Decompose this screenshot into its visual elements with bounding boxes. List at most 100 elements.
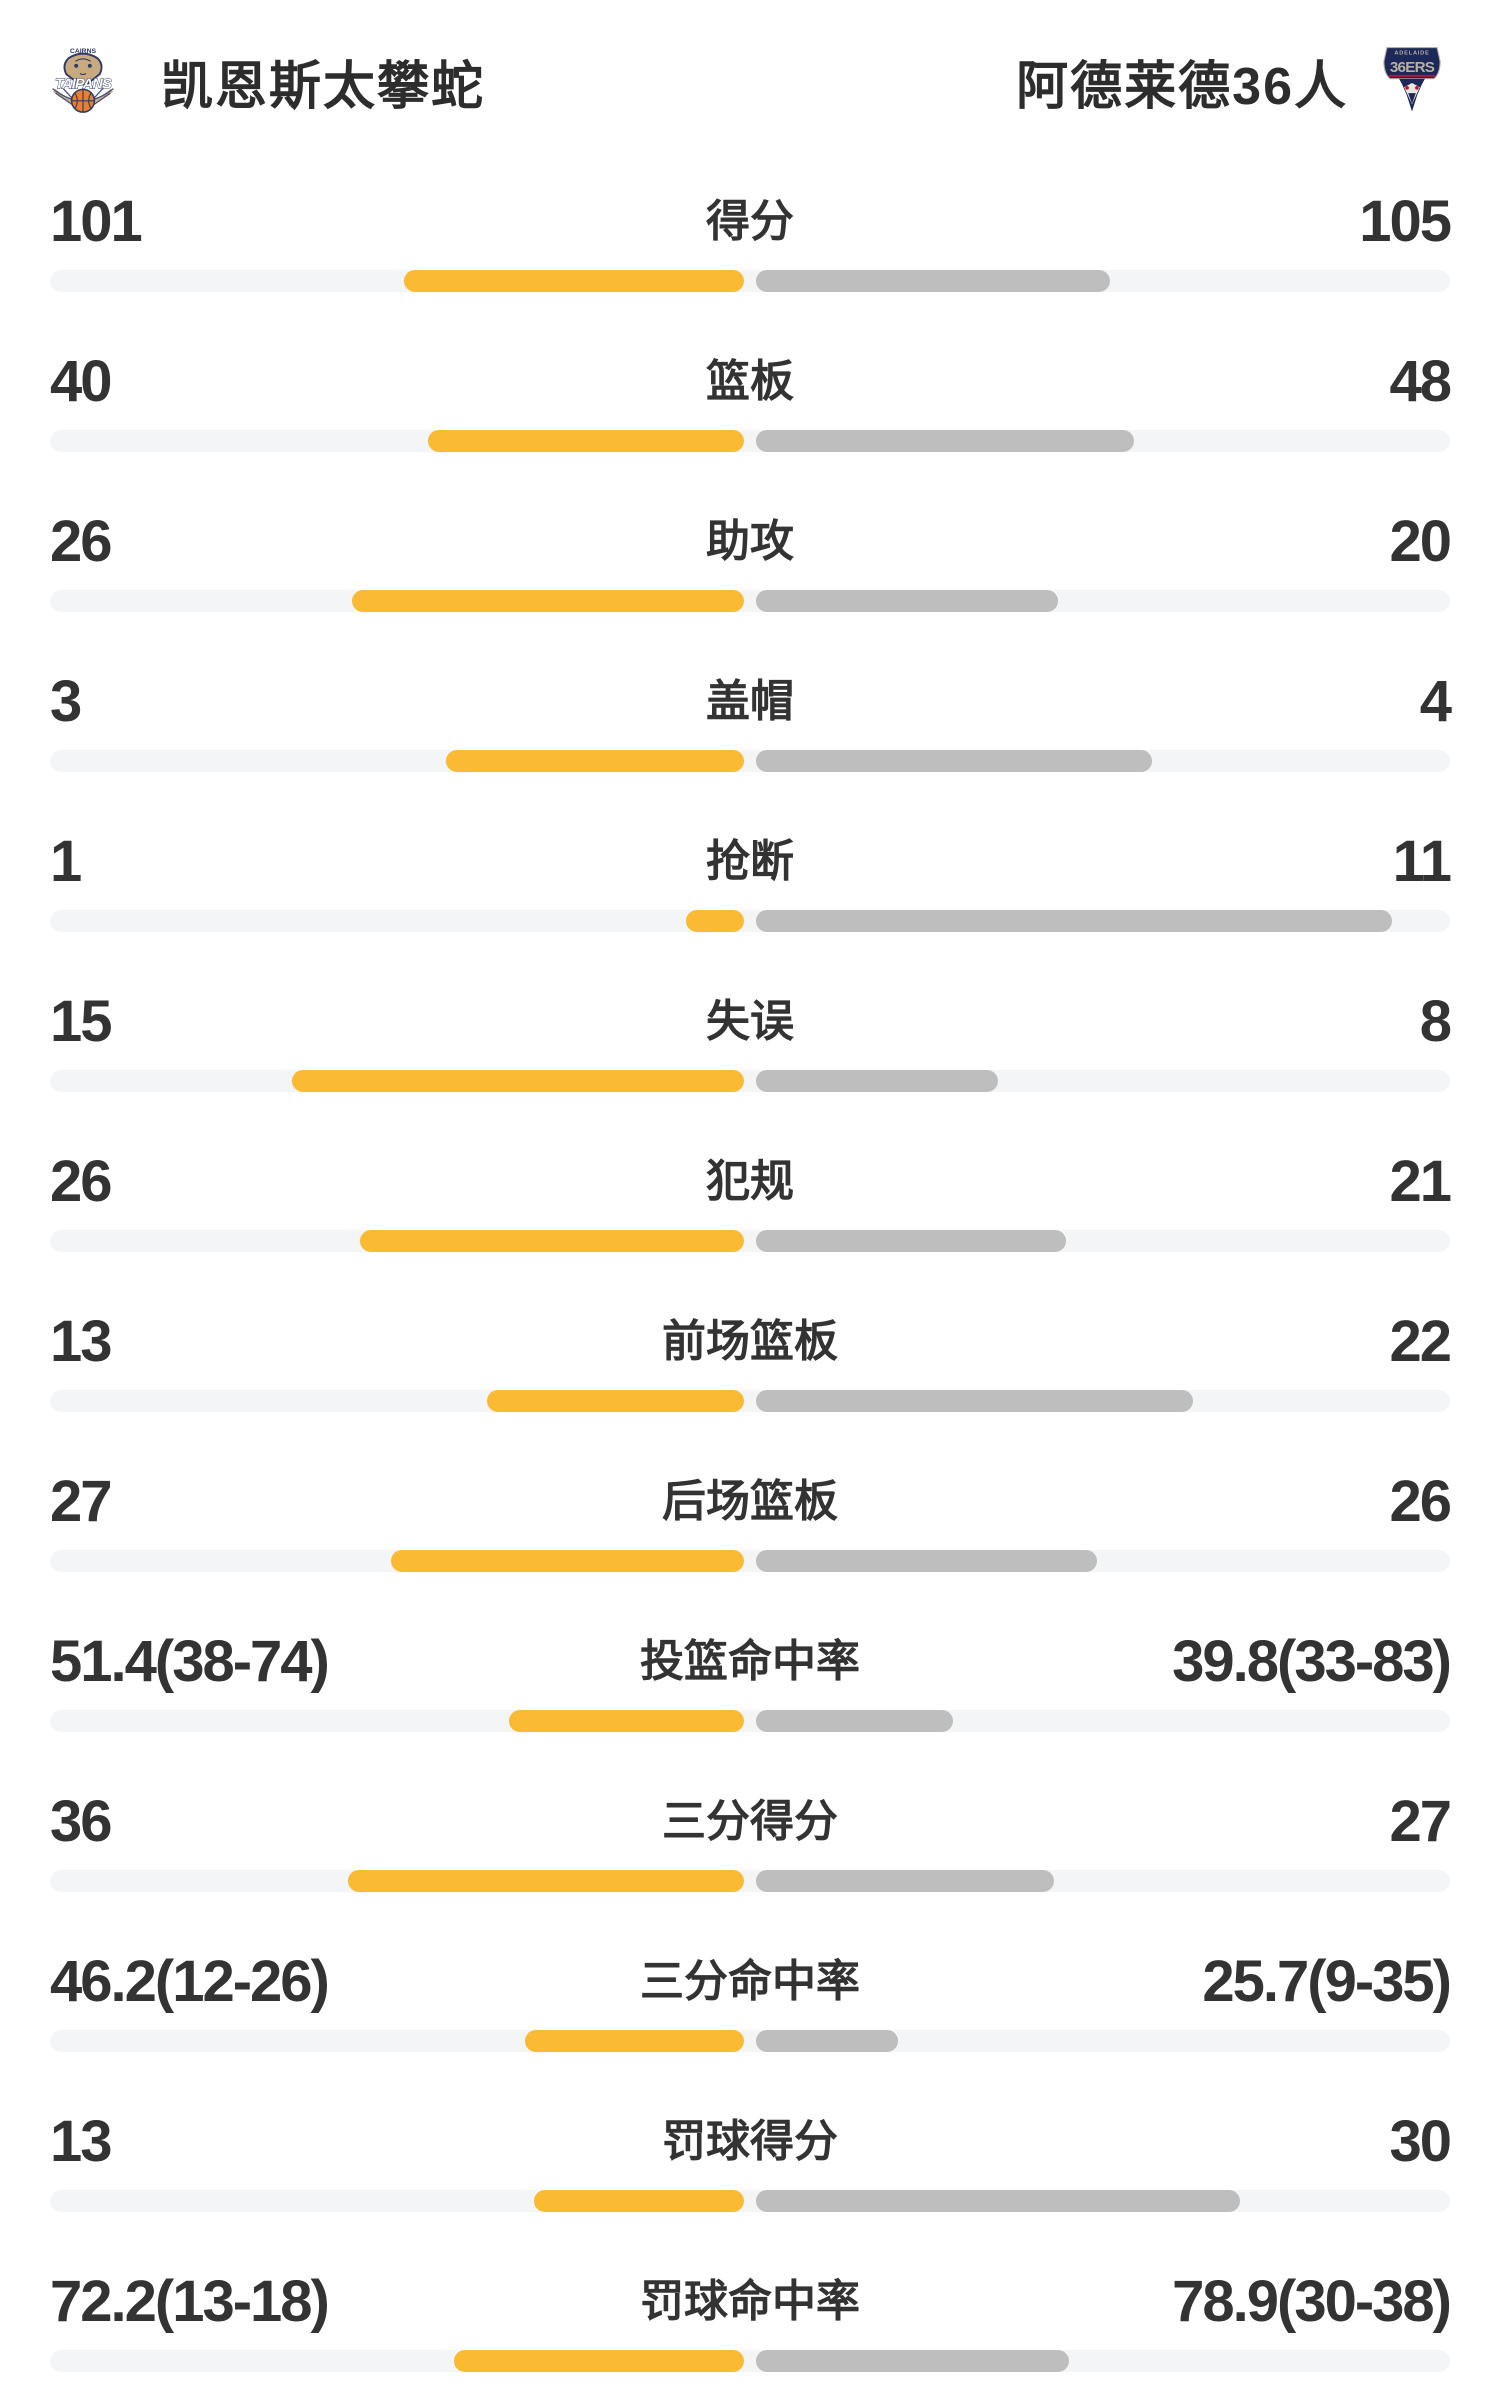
stat-bar-home-fill (404, 270, 744, 292)
stat-row: 72.2(13-18) 罚球命中率 78.9(30-38) (50, 2220, 1452, 2380)
stat-bar-away-fill (756, 1070, 998, 1092)
stat-row: 13 罚球得分 30 (50, 2060, 1452, 2220)
cairns-taipans-logo-icon: CAIRNS TAIPANS (52, 48, 114, 113)
stat-value-away: 20 (1389, 509, 1451, 574)
stat-value-away: 4 (1419, 669, 1452, 734)
stat-value-home: 101 (50, 189, 143, 254)
stat-bar-away-fill (756, 430, 1134, 452)
stat-value-away: 78.9(30-38) (1172, 2269, 1452, 2334)
stat-bar-track (50, 1710, 1450, 1732)
stat-value-home: 51.4(38-74) (50, 1629, 330, 1694)
stat-value-home: 1 (50, 829, 82, 894)
sixers-logo-wordmark: 36ERS (1390, 59, 1435, 76)
stat-value-away: 11 (1392, 829, 1452, 894)
stat-value-away: 8 (1419, 989, 1452, 1054)
stat-value-away: 30 (1389, 2109, 1451, 2174)
stat-row: 13 前场篮板 22 (50, 1260, 1452, 1420)
stat-bar-home-fill (509, 1710, 744, 1732)
stat-bar-track (50, 1870, 1450, 1892)
stat-bar-track (50, 590, 1450, 612)
stat-bar-away-fill (756, 750, 1152, 772)
stat-bar-home-fill (446, 750, 744, 772)
stat-value-away: 48 (1389, 349, 1451, 414)
stat-row: 27 后场篮板 26 (50, 1420, 1452, 1580)
stat-value-home: 13 (50, 2109, 112, 2174)
stat-bar-home-fill (686, 910, 744, 932)
stat-bar-home-fill (391, 1550, 744, 1572)
stat-value-away: 27 (1389, 1789, 1451, 1854)
match-stats-header: CAIRNS TAIPANS 凯恩斯太攀蛇 阿德莱德36人 ADELAIDE 3… (0, 0, 1500, 120)
stat-row: 15 失误 8 (50, 940, 1452, 1100)
stat-value-home: 13 (50, 1309, 112, 1374)
stat-value-home: 36 (50, 1789, 112, 1854)
taipans-logo-city-text: CAIRNS (70, 48, 97, 55)
stat-bar-away-fill (756, 590, 1058, 612)
taipans-logo-wordmark: TAIPANS (55, 77, 112, 93)
stat-value-home: 72.2(13-18) (50, 2269, 330, 2334)
stat-value-away: 105 (1359, 189, 1452, 254)
stat-label: 抢断 (706, 837, 794, 886)
stat-value-away: 25.7(9-35) (1202, 1949, 1452, 2014)
stat-bar-home-fill (348, 1870, 744, 1892)
stat-bar-away-fill (756, 1710, 953, 1732)
stat-label: 篮板 (706, 357, 794, 406)
stat-bar-home-fill (428, 430, 744, 452)
stat-value-away: 26 (1389, 1469, 1451, 1534)
stats-comparison-list: 101 得分 105 40 篮板 48 26 助攻 20 (0, 120, 1500, 2380)
stat-label: 前场篮板 (662, 1317, 838, 1366)
stat-label: 后场篮板 (662, 1477, 838, 1526)
stat-bar-home-fill (292, 1070, 744, 1092)
stat-bar-track (50, 430, 1450, 452)
stat-bar-away-fill (756, 1870, 1054, 1892)
stat-bar-track (50, 1550, 1450, 1572)
stat-value-away: 39.8(33-83) (1172, 1629, 1452, 1694)
stat-bar-track (50, 1390, 1450, 1412)
stat-value-home: 26 (50, 1149, 112, 1214)
stat-bar-home-fill (360, 1230, 744, 1252)
stat-bar-away-fill (756, 910, 1392, 932)
stat-row: 40 篮板 48 (50, 300, 1452, 460)
team-away-name: 阿德莱德36人 (1016, 57, 1348, 116)
stat-label: 三分命中率 (640, 1957, 860, 2006)
stat-row: 26 犯规 21 (50, 1100, 1452, 1260)
stat-label: 投篮命中率 (640, 1637, 860, 1686)
stat-bar-away-fill (756, 2030, 898, 2052)
stat-row: 51.4(38-74) 投篮命中率 39.8(33-83) (50, 1580, 1452, 1740)
stat-bar-track (50, 910, 1450, 932)
stat-bar-track (50, 1070, 1450, 1092)
stat-bar-away-fill (756, 1230, 1066, 1252)
stat-label: 犯规 (706, 1157, 794, 1206)
stat-value-home: 40 (50, 349, 112, 414)
stat-label: 助攻 (706, 517, 794, 566)
stat-bar-away-fill (756, 1550, 1097, 1572)
stat-bar-home-fill (454, 2350, 744, 2372)
stat-bar-away-fill (756, 2190, 1240, 2212)
stat-bar-home-fill (525, 2030, 744, 2052)
stat-row: 1 抢断 11 (50, 780, 1452, 940)
stat-bar-track (50, 1230, 1450, 1252)
stat-label: 三分得分 (662, 1797, 838, 1846)
stat-bar-track (50, 2350, 1450, 2372)
stat-label: 盖帽 (706, 677, 794, 726)
stat-label: 罚球得分 (662, 2117, 838, 2166)
stat-row: 3 盖帽 4 (50, 620, 1452, 780)
stat-row: 36 三分得分 27 (50, 1740, 1452, 1900)
team-home-name: 凯恩斯太攀蛇 (161, 57, 486, 116)
team-away: 阿德莱德36人 ADELAIDE 36ERS (1016, 43, 1450, 119)
sixers-logo-city-text: ADELAIDE (1394, 50, 1429, 56)
stat-bar-track (50, 2030, 1450, 2052)
stat-bar-away-fill (756, 1390, 1193, 1412)
stat-label: 得分 (706, 197, 794, 246)
stat-label: 失误 (706, 997, 794, 1046)
stat-bar-home-fill (487, 1390, 744, 1412)
stat-bar-home-fill (534, 2190, 744, 2212)
stat-bar-track (50, 750, 1450, 772)
stat-value-away: 22 (1389, 1309, 1451, 1374)
stat-value-away: 21 (1389, 1149, 1451, 1214)
stat-bar-away-fill (756, 270, 1110, 292)
stat-row: 101 得分 105 (50, 140, 1452, 300)
team-home: CAIRNS TAIPANS 凯恩斯太攀蛇 (45, 43, 485, 119)
stat-value-home: 3 (50, 669, 82, 734)
stat-bar-away-fill (756, 2350, 1069, 2372)
stat-row: 46.2(12-26) 三分命中率 25.7(9-35) (50, 1900, 1452, 2060)
